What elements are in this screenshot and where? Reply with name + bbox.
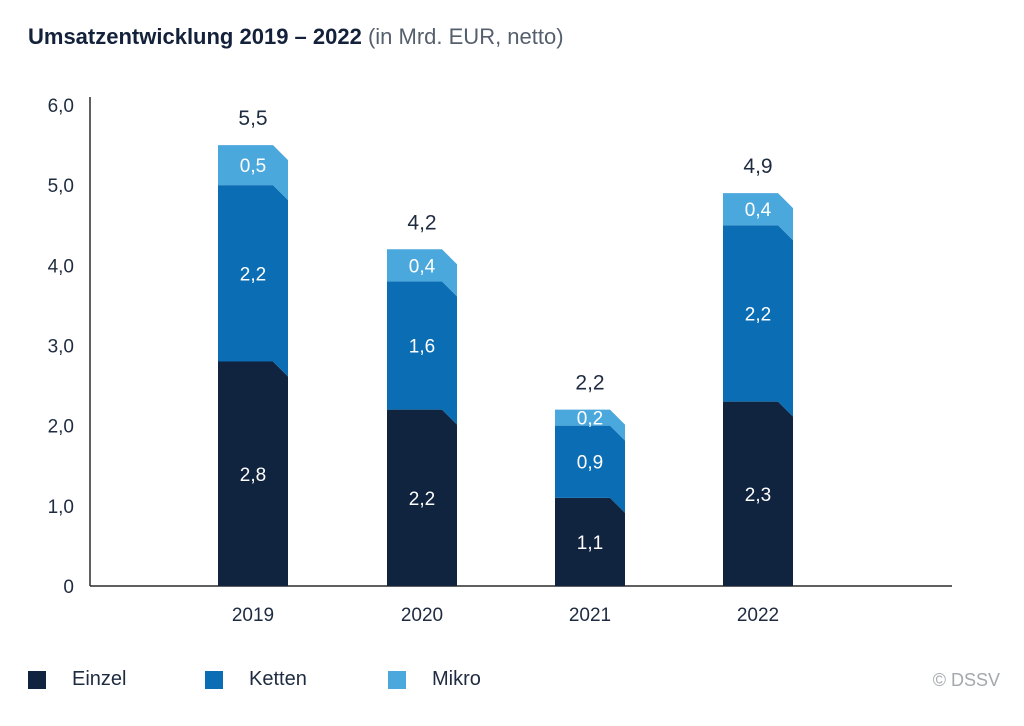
total-label-2022: 4,9 — [743, 155, 772, 178]
bar-segment-ketten-2020 — [387, 281, 457, 425]
data-label-einzel-2021: 1,1 — [577, 533, 603, 554]
legend-item-mikro: Mikro — [388, 668, 481, 691]
x-tick-label-2022: 2022 — [737, 605, 779, 626]
data-label-ketten-2021: 0,9 — [577, 453, 603, 474]
data-label-einzel-2022: 2,3 — [745, 485, 771, 506]
data-label-ketten-2019: 2,2 — [240, 264, 266, 285]
bar-segment-mikro-2019 — [218, 145, 288, 201]
bar-segment-mikro-2020 — [387, 249, 457, 297]
data-label-einzel-2019: 2,8 — [240, 465, 266, 486]
total-label-2021: 2,2 — [575, 372, 604, 395]
data-label-einzel-2020: 2,2 — [409, 489, 435, 510]
bar-segment-mikro-2021 — [555, 409, 625, 441]
data-label-mikro-2020: 0,4 — [409, 256, 436, 277]
total-label-2020: 4,2 — [407, 211, 436, 234]
y-tick-label: 6,0 — [48, 96, 74, 117]
data-label-mikro-2021: 0,2 — [577, 409, 603, 430]
y-tick-label: 1,0 — [48, 497, 74, 518]
total-label-2019: 5,5 — [238, 107, 267, 130]
title-main: Umsatzentwicklung 2019 – 2022 — [28, 24, 362, 49]
x-tick-label-2019: 2019 — [232, 605, 274, 626]
data-label-ketten-2022: 2,2 — [745, 304, 771, 325]
bar-segment-mikro-2022 — [723, 193, 793, 241]
legend-item-einzel: Einzel — [28, 668, 126, 691]
legend-swatch-einzel — [28, 670, 46, 689]
legend-item-ketten: Ketten — [205, 668, 307, 691]
bar-segment-einzel-2020 — [387, 409, 457, 586]
legend-swatch-mikro — [388, 670, 406, 689]
y-tick-label: 4,0 — [48, 256, 74, 277]
data-label-mikro-2022: 0,4 — [745, 200, 772, 221]
bar-segment-einzel-2022 — [723, 401, 793, 586]
bar-segment-ketten-2021 — [555, 425, 625, 513]
bar-segment-ketten-2019 — [218, 185, 288, 377]
data-label-mikro-2019: 0,5 — [240, 156, 266, 177]
x-tick-label-2020: 2020 — [401, 605, 443, 626]
y-tick-label: 5,0 — [48, 176, 74, 197]
bar-segment-einzel-2019 — [218, 361, 288, 586]
copyright-notice: © DSSV — [932, 670, 1000, 690]
legend-swatch-ketten — [205, 670, 223, 689]
chart-title: Umsatzentwicklung 2019 – 2022 (in Mrd. E… — [28, 24, 564, 50]
y-tick-label: 3,0 — [48, 337, 74, 358]
legend-label-einzel: Einzel — [72, 668, 127, 690]
stacked-bar-chart: 0 1,0 2,0 3,0 4,0 5,0 6,0 2,8 2,2 0,5 5,5 2019 2,2 1,… — [48, 96, 952, 626]
data-label-ketten-2020: 1,6 — [409, 337, 435, 358]
bar-segment-einzel-2021 — [555, 497, 625, 586]
bar-segment-ketten-2022 — [723, 225, 793, 417]
legend-label-mikro: Mikro — [432, 668, 481, 690]
x-tick-label-2021: 2021 — [569, 605, 611, 626]
y-tick-label: 0 — [63, 577, 74, 598]
legend: Einzel Ketten Mikro — [28, 668, 998, 698]
legend-label-ketten: Ketten — [249, 668, 307, 690]
y-tick-label: 2,0 — [48, 417, 74, 438]
title-subtitle: (in Mrd. EUR, netto) — [367, 24, 564, 49]
